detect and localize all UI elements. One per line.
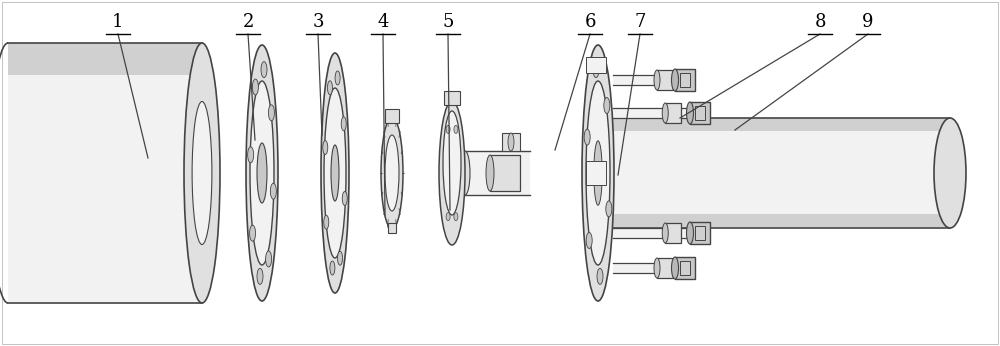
Ellipse shape (594, 141, 602, 205)
Text: 9: 9 (862, 13, 874, 31)
Ellipse shape (261, 62, 267, 78)
Ellipse shape (248, 147, 254, 163)
Ellipse shape (606, 201, 612, 217)
Ellipse shape (184, 43, 220, 303)
Bar (695, 226, 705, 240)
Ellipse shape (257, 268, 263, 284)
Ellipse shape (327, 81, 332, 95)
Bar (598, 214, 950, 227)
Ellipse shape (330, 261, 335, 275)
Ellipse shape (486, 155, 494, 191)
Bar (613, 108, 708, 118)
Ellipse shape (654, 258, 660, 278)
Ellipse shape (268, 105, 274, 121)
Bar (613, 228, 708, 238)
Bar (385, 109, 399, 123)
Ellipse shape (324, 88, 346, 258)
Ellipse shape (582, 45, 614, 301)
Ellipse shape (934, 118, 966, 228)
Ellipse shape (192, 101, 212, 245)
Bar (665, 223, 681, 243)
Ellipse shape (257, 143, 267, 203)
Ellipse shape (654, 70, 660, 90)
Bar (586, 161, 606, 185)
Ellipse shape (439, 101, 465, 245)
Ellipse shape (454, 125, 458, 133)
Ellipse shape (584, 129, 590, 145)
Ellipse shape (266, 251, 272, 267)
Bar (586, 57, 606, 73)
Bar (613, 263, 693, 273)
Bar (657, 258, 673, 278)
Ellipse shape (250, 225, 256, 241)
Bar (388, 223, 396, 233)
Bar (490, 155, 520, 191)
Ellipse shape (672, 257, 678, 279)
Ellipse shape (672, 69, 678, 91)
Ellipse shape (686, 102, 694, 124)
Text: 5: 5 (442, 13, 454, 31)
Ellipse shape (508, 133, 514, 151)
Ellipse shape (454, 213, 458, 221)
Bar (680, 73, 690, 87)
Bar (613, 75, 693, 85)
Bar (695, 106, 705, 120)
Ellipse shape (341, 117, 346, 131)
Bar (502, 133, 520, 151)
Bar (444, 91, 460, 105)
Ellipse shape (323, 140, 328, 155)
Ellipse shape (460, 151, 470, 195)
Ellipse shape (250, 81, 274, 265)
Ellipse shape (335, 71, 340, 85)
Text: 4: 4 (377, 13, 389, 31)
Ellipse shape (586, 81, 610, 265)
Bar (8, 43, 203, 75)
Bar (675, 257, 695, 279)
Ellipse shape (270, 183, 276, 199)
Text: 1: 1 (112, 13, 124, 31)
Bar (598, 118, 950, 228)
Ellipse shape (331, 145, 339, 201)
Ellipse shape (662, 223, 668, 243)
Text: 3: 3 (312, 13, 324, 31)
Ellipse shape (321, 53, 349, 293)
Ellipse shape (342, 191, 347, 206)
Ellipse shape (446, 213, 450, 221)
Ellipse shape (686, 222, 694, 244)
Ellipse shape (597, 268, 603, 284)
Ellipse shape (385, 135, 399, 211)
Bar (675, 69, 695, 91)
Ellipse shape (662, 103, 668, 123)
Bar (665, 103, 681, 123)
Bar (657, 70, 673, 90)
Bar (690, 222, 710, 244)
Ellipse shape (443, 111, 461, 215)
Ellipse shape (381, 117, 403, 229)
Text: 2: 2 (242, 13, 254, 31)
Ellipse shape (446, 125, 450, 133)
Ellipse shape (338, 251, 343, 265)
Ellipse shape (252, 79, 258, 95)
Ellipse shape (246, 45, 278, 301)
Ellipse shape (604, 98, 610, 113)
Bar (690, 102, 710, 124)
Text: 8: 8 (814, 13, 826, 31)
Ellipse shape (593, 62, 599, 78)
Bar (680, 261, 690, 275)
Text: 7: 7 (634, 13, 646, 31)
Bar (8, 43, 203, 303)
Bar (598, 118, 950, 131)
Text: 6: 6 (584, 13, 596, 31)
Bar (465, 151, 530, 195)
Ellipse shape (586, 233, 592, 248)
Ellipse shape (324, 215, 329, 229)
